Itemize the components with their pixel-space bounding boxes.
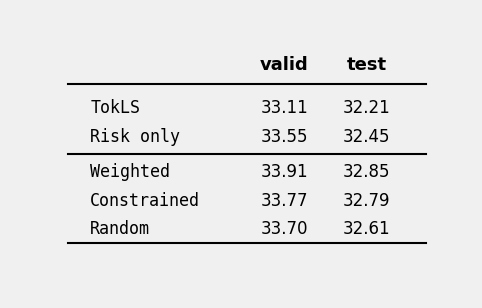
Text: Risk only: Risk only xyxy=(90,128,180,146)
Text: 33.77: 33.77 xyxy=(261,192,308,210)
Text: test: test xyxy=(347,56,387,75)
Text: 33.55: 33.55 xyxy=(261,128,308,146)
Text: 32.85: 32.85 xyxy=(343,163,390,181)
Text: TokLS: TokLS xyxy=(90,99,140,117)
Text: 33.91: 33.91 xyxy=(261,163,308,181)
Text: Weighted: Weighted xyxy=(90,163,170,181)
Text: valid: valid xyxy=(260,56,309,75)
Text: Random: Random xyxy=(90,220,150,238)
Text: Constrained: Constrained xyxy=(90,192,200,210)
Text: 32.61: 32.61 xyxy=(343,220,390,238)
Text: 32.45: 32.45 xyxy=(343,128,390,146)
Text: 33.70: 33.70 xyxy=(261,220,308,238)
Text: 32.79: 32.79 xyxy=(343,192,390,210)
Text: 33.11: 33.11 xyxy=(260,99,308,117)
Text: 32.21: 32.21 xyxy=(343,99,390,117)
